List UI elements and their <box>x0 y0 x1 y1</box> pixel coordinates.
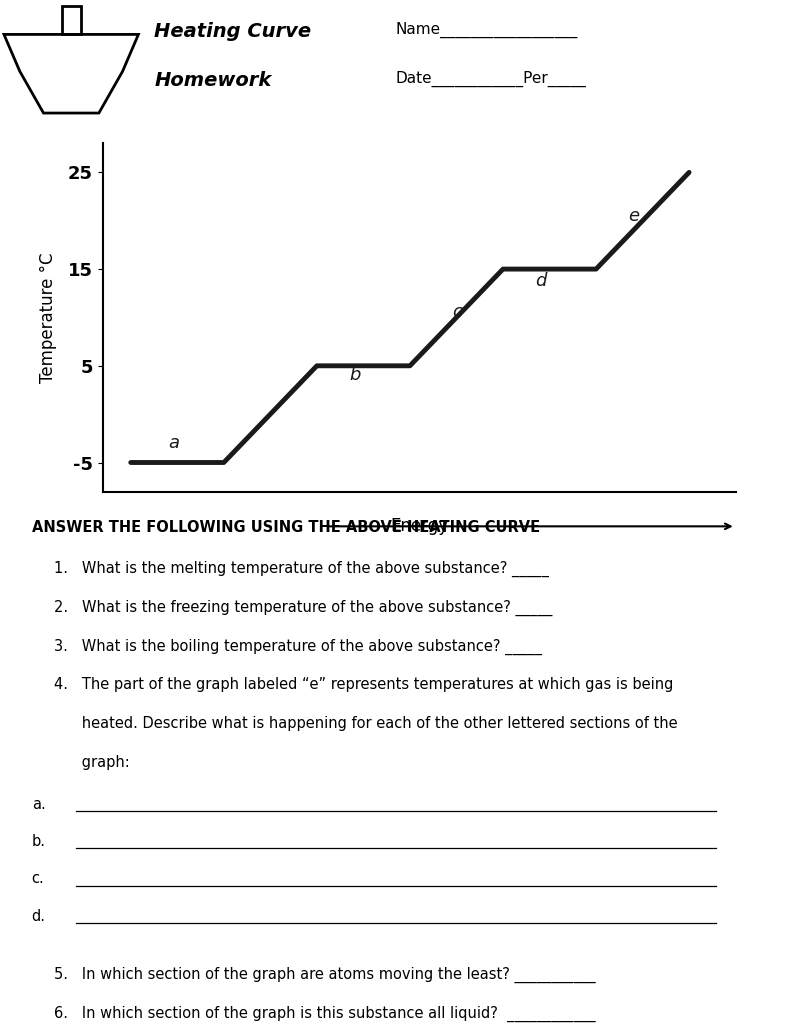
Text: a.: a. <box>32 797 45 812</box>
Text: c.: c. <box>32 871 44 887</box>
Text: 3.   What is the boiling temperature of the above substance? _____: 3. What is the boiling temperature of th… <box>54 639 542 654</box>
Text: Homework: Homework <box>154 72 271 90</box>
Text: 1.   What is the melting temperature of the above substance? _____: 1. What is the melting temperature of th… <box>54 561 549 577</box>
Text: b.: b. <box>32 834 46 849</box>
Text: d: d <box>536 272 547 291</box>
Text: 5.   In which section of the graph are atoms moving the least? ___________: 5. In which section of the graph are ato… <box>54 967 596 983</box>
Text: a: a <box>168 434 179 452</box>
Text: Heating Curve: Heating Curve <box>154 23 312 41</box>
Text: heated. Describe what is happening for each of the other lettered sections of th: heated. Describe what is happening for e… <box>54 716 678 731</box>
Text: Energy: Energy <box>390 517 448 536</box>
Text: c: c <box>452 303 462 322</box>
Text: Name__________________: Name__________________ <box>396 23 578 38</box>
Y-axis label: Temperature °C: Temperature °C <box>39 252 57 383</box>
Text: Date____________Per_____: Date____________Per_____ <box>396 72 586 87</box>
Text: d.: d. <box>32 909 46 924</box>
Text: e: e <box>629 207 640 224</box>
Text: b: b <box>350 367 361 384</box>
Text: ANSWER THE FOLLOWING USING THE ABOVE HEATING CURVE: ANSWER THE FOLLOWING USING THE ABOVE HEA… <box>32 520 539 535</box>
Text: 2.   What is the freezing temperature of the above substance? _____: 2. What is the freezing temperature of t… <box>54 599 552 615</box>
Text: 6.   In which section of the graph is this substance all liquid?  ____________: 6. In which section of the graph is this… <box>54 1006 596 1022</box>
Text: graph:: graph: <box>54 755 130 770</box>
Text: 4.   The part of the graph labeled “e” represents temperatures at which gas is b: 4. The part of the graph labeled “e” rep… <box>54 678 673 692</box>
